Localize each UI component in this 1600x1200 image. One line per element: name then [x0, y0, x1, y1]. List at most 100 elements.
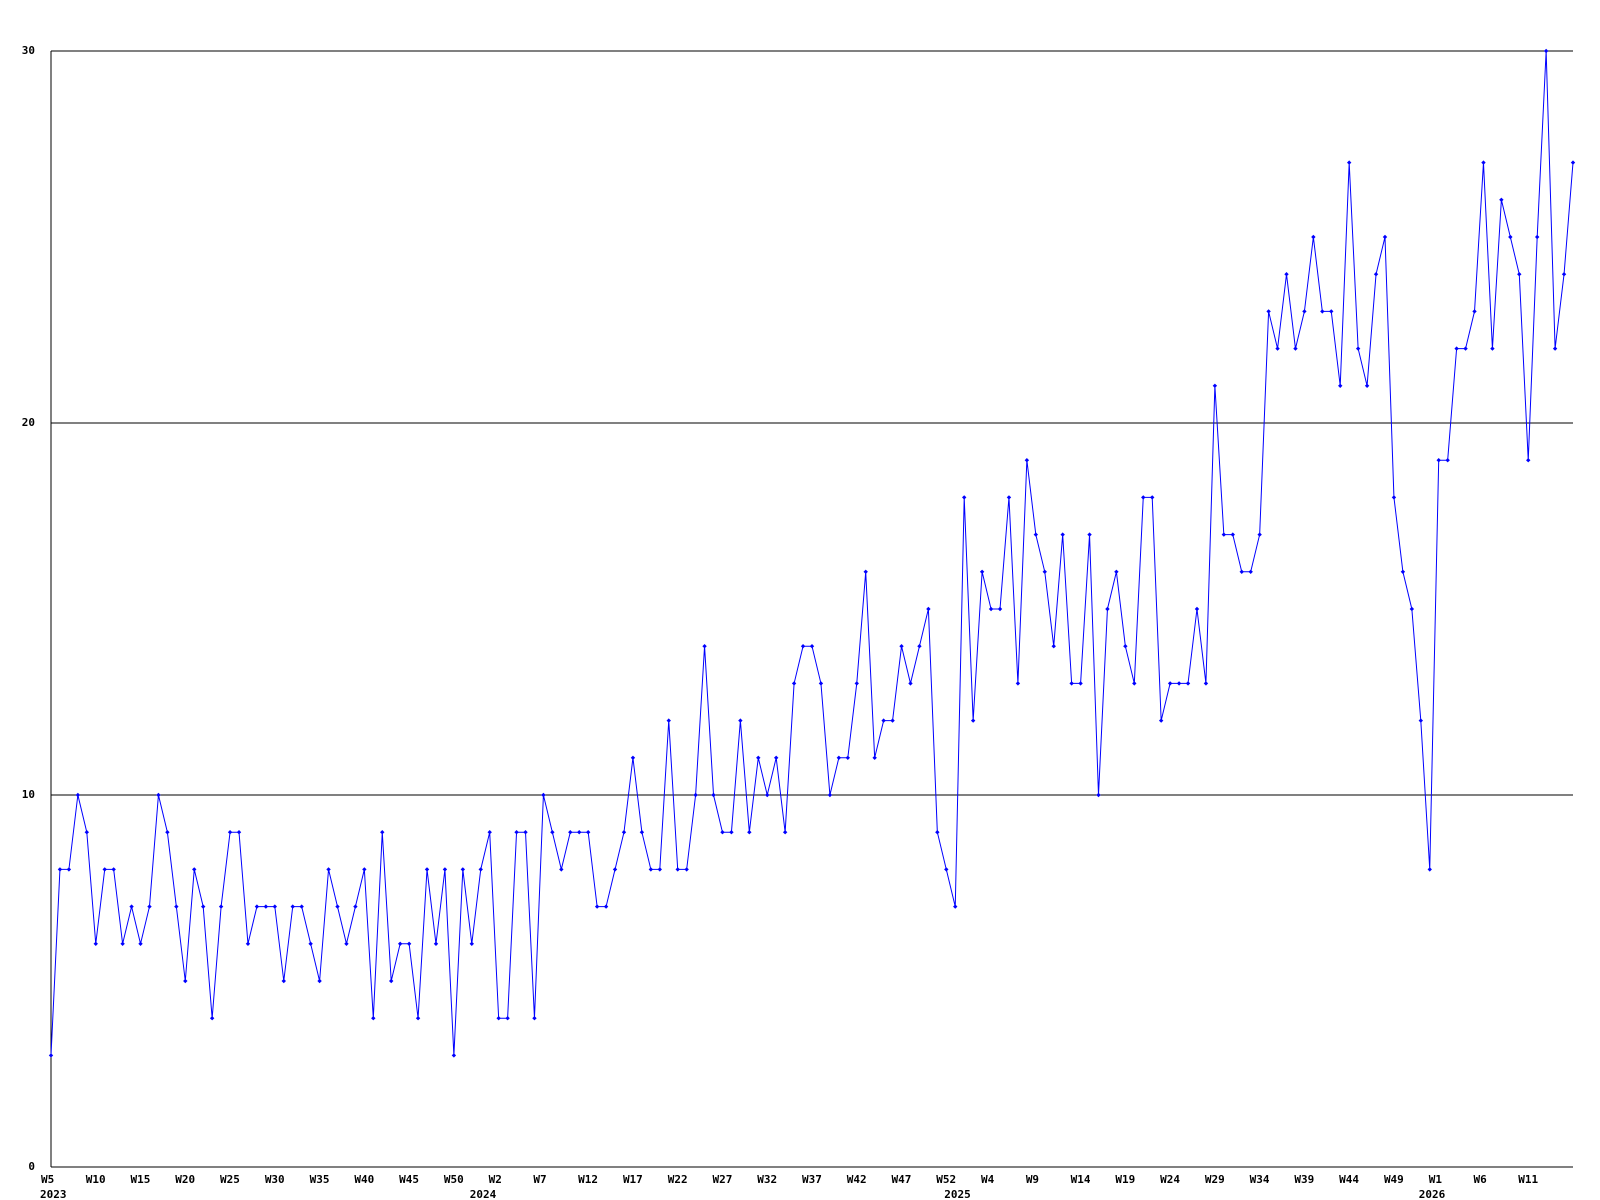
- data-point: [1123, 644, 1128, 649]
- x-tick-label: W1: [1429, 1173, 1443, 1186]
- data-point: [478, 867, 483, 872]
- data-point: [1463, 346, 1468, 351]
- data-point: [693, 792, 698, 798]
- data-point: [183, 978, 188, 984]
- x-tick-label: W11: [1518, 1173, 1538, 1186]
- x-tick-label: W40: [354, 1173, 374, 1186]
- x-tick-label: W9: [1026, 1173, 1039, 1186]
- data-point: [1105, 606, 1110, 612]
- data-point: [1158, 718, 1164, 723]
- data-point: [675, 867, 680, 872]
- data-point: [559, 867, 564, 872]
- data-point: [1015, 681, 1021, 686]
- data-point: [138, 941, 143, 946]
- data-point: [317, 978, 322, 984]
- data-point: [1194, 606, 1200, 612]
- data-point: [1221, 532, 1227, 537]
- data-point: [1239, 569, 1244, 574]
- x-tick-label: W47: [892, 1173, 912, 1186]
- data-point: [854, 681, 859, 686]
- data-point: [1150, 495, 1155, 500]
- data-point: [684, 867, 689, 872]
- data-point: [523, 830, 528, 835]
- data-point: [666, 718, 671, 723]
- data-point: [1167, 681, 1173, 686]
- data-point: [1078, 681, 1083, 686]
- data-point: [970, 718, 976, 723]
- x-tick-label: W14: [1071, 1173, 1091, 1186]
- data-point: [1382, 234, 1388, 240]
- data-point: [1311, 234, 1316, 240]
- data-point: [326, 867, 331, 872]
- x-tick-label: W49: [1384, 1173, 1404, 1186]
- data-point: [93, 941, 98, 946]
- data-point: [872, 755, 877, 760]
- x-tick-label: W24: [1160, 1173, 1180, 1186]
- data-point: [585, 830, 591, 835]
- data-point: [1561, 272, 1567, 277]
- data-point: [997, 606, 1003, 612]
- data-point: [747, 830, 752, 835]
- data-point: [1302, 309, 1307, 314]
- data-point: [594, 904, 600, 909]
- data-point: [129, 904, 134, 909]
- data-point: [1400, 569, 1406, 574]
- data-point: [979, 569, 985, 574]
- data-point: [1436, 458, 1441, 463]
- data-point: [424, 867, 430, 872]
- data-point: [1006, 495, 1012, 500]
- data-point: [917, 644, 922, 649]
- data-point: [845, 755, 851, 760]
- data-point: [1552, 346, 1558, 351]
- x-tick-label: W22: [668, 1173, 688, 1186]
- data-point: [102, 867, 107, 872]
- data-point: [147, 904, 152, 909]
- data-point: [782, 830, 788, 835]
- data-point: [57, 867, 63, 872]
- data-point: [1051, 644, 1056, 649]
- data-point: [773, 755, 779, 760]
- x-tick-label: W52: [936, 1173, 956, 1186]
- data-point: [1060, 532, 1065, 537]
- data-point: [1364, 383, 1370, 388]
- data-point: [1373, 272, 1379, 277]
- data-point: [514, 830, 519, 835]
- data-point: [953, 904, 958, 909]
- data-point: [541, 792, 546, 798]
- data-point: [218, 904, 224, 909]
- data-point: [1114, 569, 1119, 574]
- data-point: [657, 867, 662, 872]
- data-point: [111, 867, 116, 872]
- data-point: [48, 1053, 54, 1058]
- data-point: [263, 904, 269, 909]
- data-point: [1257, 532, 1262, 537]
- data-point: [988, 606, 994, 612]
- data-point: [344, 941, 349, 946]
- y-tick-label: 30: [22, 44, 35, 57]
- data-point: [881, 718, 886, 723]
- data-point: [648, 867, 654, 872]
- data-point: [335, 904, 340, 909]
- data-point: [1490, 346, 1495, 351]
- data-point: [1275, 346, 1280, 351]
- data-point: [899, 644, 904, 649]
- data-point: [1203, 681, 1209, 686]
- data-point: [192, 867, 197, 872]
- data-point: [281, 978, 286, 984]
- data-point: [1212, 383, 1218, 388]
- x-tick-label: W12: [578, 1173, 598, 1186]
- x-year-label: 2023: [40, 1188, 67, 1200]
- data-point: [505, 1016, 510, 1021]
- data-point: [621, 830, 627, 835]
- data-point: [962, 495, 967, 500]
- data-point: [1427, 867, 1432, 872]
- y-tick-label: 0: [28, 1160, 35, 1173]
- data-point: [702, 644, 707, 649]
- data-point: [201, 904, 206, 909]
- x-tick-label: W42: [847, 1173, 867, 1186]
- data-point: [1391, 495, 1397, 500]
- x-tick-label: W4: [981, 1173, 995, 1186]
- data-point: [890, 718, 895, 723]
- x-tick-label: W17: [623, 1173, 643, 1186]
